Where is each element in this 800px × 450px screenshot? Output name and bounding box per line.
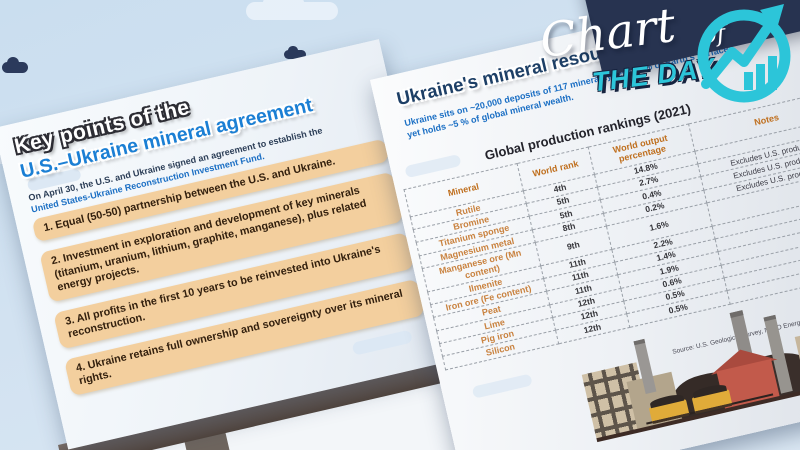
- cloud-decoration: [404, 153, 462, 179]
- cloud-decoration: [2, 56, 28, 73]
- trend-arrow-icon: [688, 0, 800, 115]
- cloud-decoration: [246, 0, 338, 20]
- cloud-decoration: [284, 45, 306, 59]
